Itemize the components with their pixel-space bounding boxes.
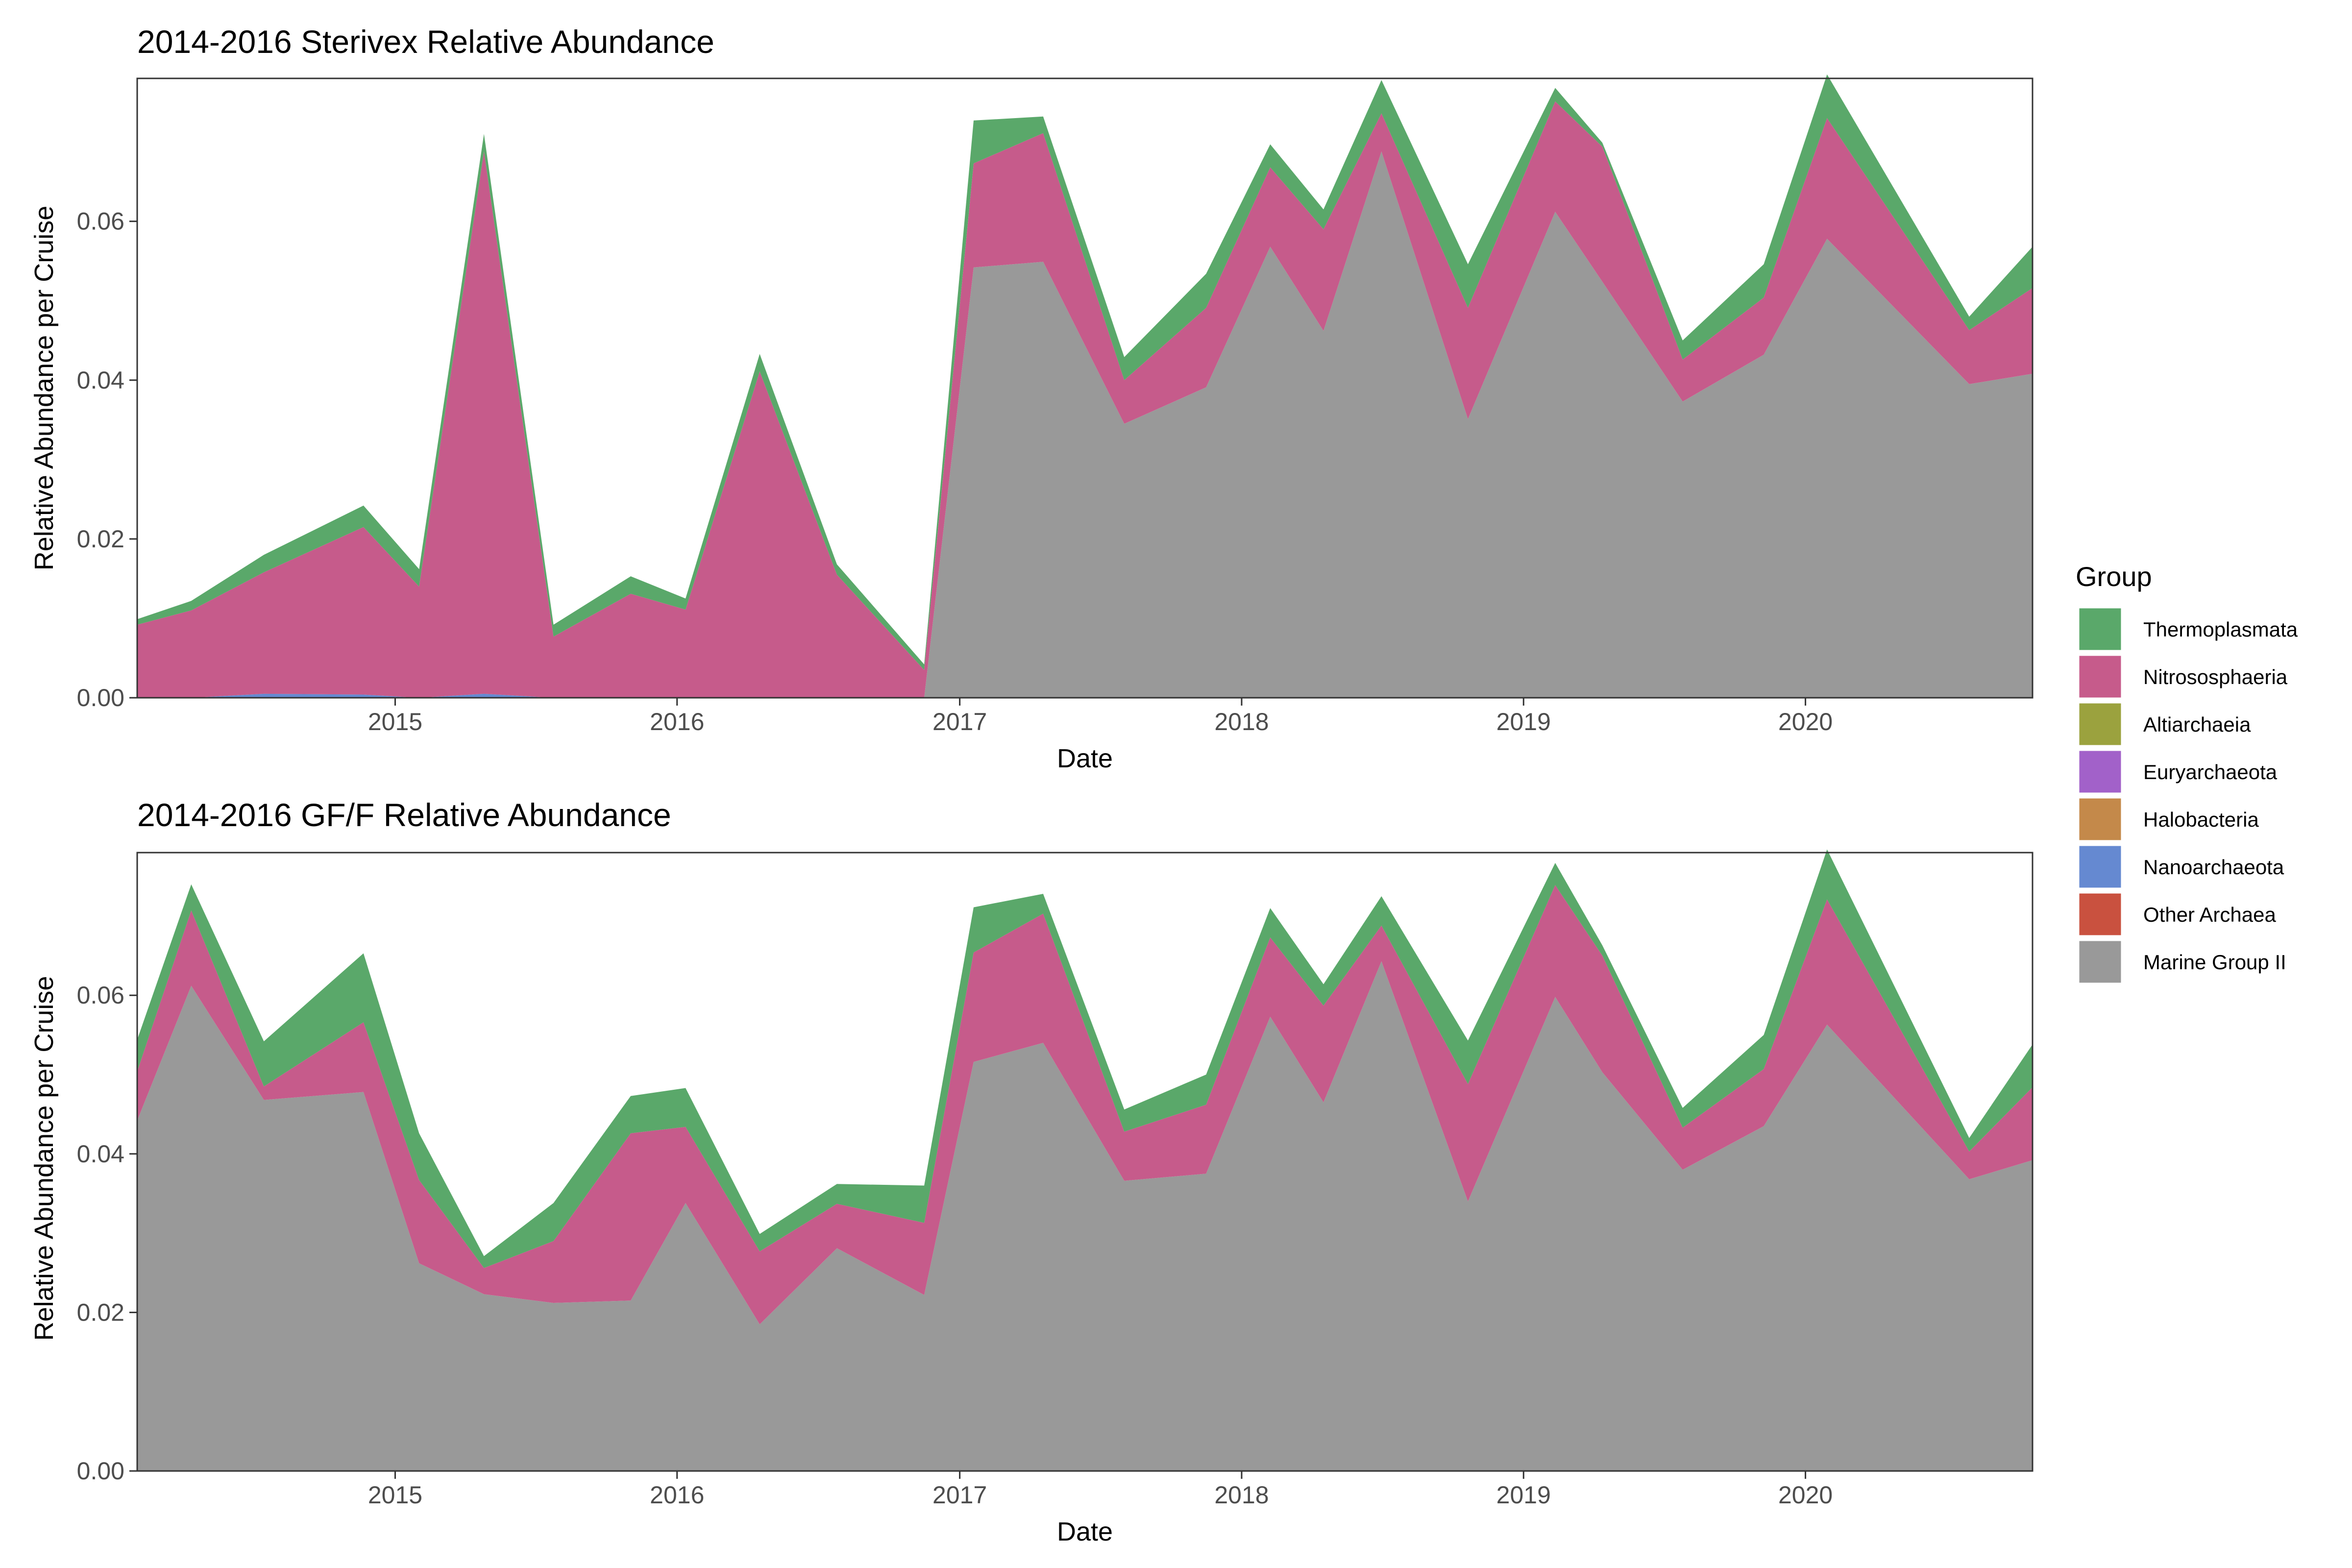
chart-panel-sterivex: 2014-2016 Sterivex Relative Abundance Re… — [29, 24, 2034, 773]
legend: Group Thermoplasmata Nitrososphaeria Altia… — [2076, 561, 2298, 984]
legend-key-thermoplasmata — [2078, 607, 2123, 652]
legend-label: Nanoarchaeota — [2143, 856, 2284, 879]
legend-key-halobacteria — [2078, 797, 2123, 842]
legend-key-nitrososphaeria — [2078, 654, 2123, 699]
x-tick-label: 2016 — [650, 708, 704, 735]
legend-item-thermoplasmata: Thermoplasmata — [2078, 607, 2298, 652]
legend-label: Euryarchaeota — [2143, 760, 2278, 784]
legend-title: Group — [2076, 561, 2152, 592]
y-tick-label: 0.02 — [77, 525, 124, 553]
legend-label: Thermoplasmata — [2143, 618, 2298, 641]
legend-item-halobacteria: Halobacteria — [2078, 797, 2259, 842]
x-tick-label: 2015 — [368, 708, 422, 735]
area-thermoplastmata — [137, 74, 2033, 670]
x-tick-label: 2016 — [650, 1481, 704, 1509]
x-tick-label: 2018 — [1214, 708, 1269, 735]
x-tick-label: 2019 — [1496, 1481, 1551, 1509]
legend-label: Nitrososphaeria — [2143, 665, 2288, 688]
y-tick-label: 0.00 — [77, 1457, 124, 1485]
area-layer — [137, 849, 2033, 1471]
chart-title: 2014-2016 GF/F Relative Abundance — [137, 797, 671, 833]
legend-key-other-archaea — [2078, 892, 2123, 937]
x-tick-label: 2018 — [1214, 1481, 1269, 1509]
area-nitrososphaeria — [137, 885, 2033, 1324]
legend-key-nanoarchaeota — [2078, 844, 2123, 889]
y-tick-label: 0.06 — [77, 208, 124, 235]
x-axis-label: Date — [1057, 1517, 1113, 1546]
x-tick-label: 2020 — [1778, 708, 1833, 735]
legend-label: Halobacteria — [2143, 808, 2259, 831]
area-nitrososphaeria — [137, 101, 2033, 698]
legend-key-altiarchaeia — [2078, 702, 2123, 747]
legend-key-marine-group-ii — [2078, 939, 2123, 984]
area-marine-group-ii — [137, 961, 2033, 1471]
y-axis-label: Relative Abundance per Cruise — [29, 976, 59, 1341]
legend-item-altiarchaeia: Altiarchaeia — [2078, 702, 2251, 747]
legend-item-euryarchaeota: Euryarchaeota — [2078, 749, 2278, 794]
legend-item-nanoarchaeota: Nanoarchaeota — [2078, 844, 2284, 889]
y-tick-label: 0.00 — [77, 684, 124, 711]
legend-item-nitrososphaeria: Nitrososphaeria — [2078, 654, 2288, 699]
y-tick-label: 0.02 — [77, 1298, 124, 1326]
chart-title: 2014-2016 Sterivex Relative Abundance — [137, 24, 714, 60]
x-axis-label: Date — [1057, 744, 1113, 773]
plot-border — [136, 77, 2034, 699]
x-tick-label: 2017 — [932, 1481, 987, 1509]
legend-label: Other Archaea — [2143, 903, 2276, 926]
area-thermoplastmata — [137, 849, 2033, 1268]
x-tick-label: 2015 — [368, 1481, 422, 1509]
chart-panel-gff: 2014-2016 GF/F Relative Abundance Relati… — [29, 797, 2034, 1546]
legend-item-other-archaea: Other Archaea — [2078, 892, 2276, 937]
x-tick-label: 2020 — [1778, 1481, 1833, 1509]
legend-key-euryarchaeota — [2078, 749, 2123, 794]
area-marine-group-ii — [137, 151, 2033, 698]
legend-item-marine-group-ii: Marine Group II — [2078, 939, 2286, 984]
area-layer — [137, 74, 2033, 698]
x-tick-label: 2017 — [932, 708, 987, 735]
x-tick-label: 2019 — [1496, 708, 1551, 735]
y-axis-label: Relative Abundance per Cruise — [29, 206, 59, 570]
legend-label: Altiarchaeia — [2143, 713, 2251, 736]
plot-border — [136, 852, 2034, 1472]
legend-label: Marine Group II — [2143, 951, 2286, 974]
y-tick-label: 0.06 — [77, 981, 124, 1009]
y-tick-label: 0.04 — [77, 367, 124, 394]
y-tick-label: 0.04 — [77, 1140, 124, 1168]
